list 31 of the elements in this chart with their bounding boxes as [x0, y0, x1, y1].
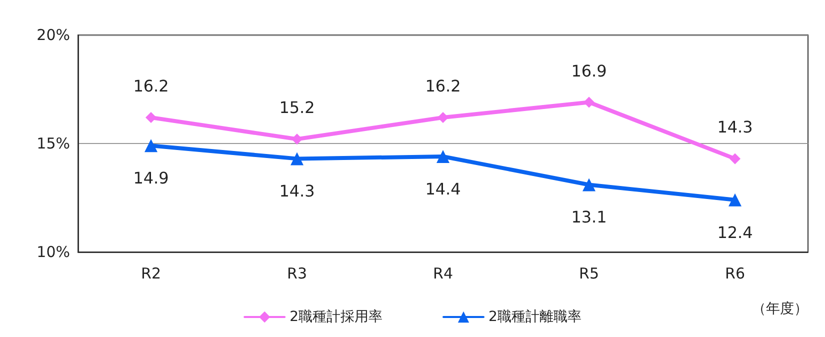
point — [292, 134, 302, 145]
data-label: 14.3 — [717, 118, 753, 137]
point — [144, 139, 158, 152]
x-tick-label: R3 — [287, 264, 307, 282]
data-label: 16.2 — [425, 76, 461, 96]
x-axis-title: （年度） — [752, 301, 808, 317]
x-tick-label: R4 — [433, 264, 453, 282]
point — [582, 178, 596, 192]
point — [438, 112, 448, 123]
x-tick-label: R5 — [579, 264, 599, 282]
data-label: 16.9 — [571, 61, 607, 80]
x-tick-label: R6 — [725, 264, 745, 282]
x-tick-label: R2 — [141, 264, 161, 282]
y-tick-label: 20% — [36, 26, 70, 44]
legend-label: 2職種計採用率 — [290, 309, 383, 325]
y-tick-label: 10% — [36, 243, 70, 261]
data-label: 13.1 — [571, 208, 607, 227]
data-label: 14.9 — [133, 168, 169, 188]
point — [728, 193, 742, 206]
data-label: 12.4 — [717, 222, 753, 242]
point — [290, 152, 304, 166]
y-tick-label: 15% — [36, 134, 70, 152]
point — [730, 153, 740, 164]
data-label: 14.3 — [279, 182, 315, 201]
data-label: 16.2 — [133, 76, 169, 96]
legend-label: 2職種計離職率 — [488, 309, 582, 325]
data-label: 14.4 — [425, 180, 461, 199]
point — [584, 96, 594, 108]
data-label: 15.2 — [279, 98, 315, 118]
point — [436, 150, 450, 164]
point — [146, 112, 156, 123]
